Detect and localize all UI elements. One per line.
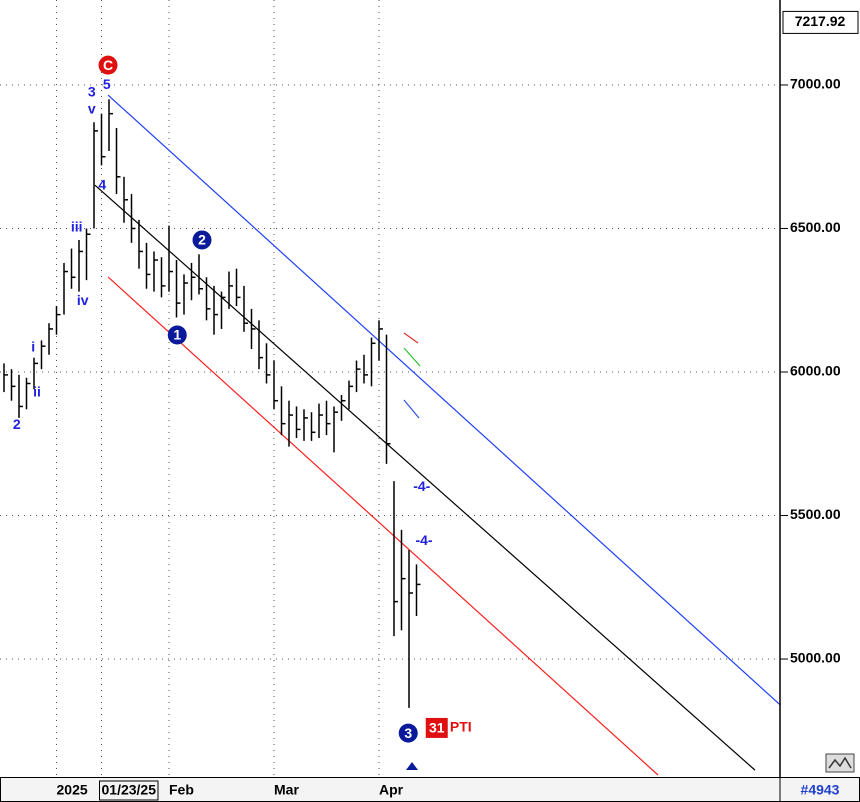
wave-marker [192, 230, 212, 250]
wave-marker [167, 325, 187, 345]
channel-line [94, 184, 756, 771]
y-tick-label: 5000.00 [790, 650, 841, 666]
y-tick-label: 6000.00 [790, 363, 841, 379]
wave-label: -4- [415, 532, 432, 548]
y-tick-label: 5500.00 [790, 506, 841, 522]
wave-label: iii [71, 219, 83, 235]
x-tick-label: 01/23/25 [102, 782, 157, 798]
cursor-date-box [99, 780, 159, 801]
wave-label: 1 [173, 327, 181, 343]
icon [825, 753, 855, 773]
decor [403, 332, 419, 344]
wave-label: iv [77, 292, 89, 308]
x-tick-label: Mar [274, 782, 299, 798]
grid [0, 0, 780, 775]
x-tick-label: Feb [169, 782, 194, 798]
wave-label: 5 [103, 76, 111, 92]
bar-count: #4943 [801, 782, 840, 798]
pti-box [425, 717, 448, 738]
wave-label: 3 [404, 725, 412, 741]
marks [403, 332, 421, 419]
last-price-label: 7217.92 [795, 13, 846, 29]
wave-marker [398, 723, 418, 743]
y-tick-label: 6500.00 [790, 219, 841, 235]
channel-line [107, 276, 659, 776]
decor [403, 399, 420, 419]
decor [403, 347, 421, 367]
wave-label: PTI [450, 719, 472, 735]
y-tick-label: 7000.00 [790, 76, 841, 92]
wave-label: 2 [198, 232, 206, 248]
wave-label: 2 [13, 416, 21, 432]
channel-line [107, 94, 781, 706]
wave-label: i [31, 339, 35, 355]
x-tick-label: Apr [379, 782, 404, 798]
wave-label: 4 [98, 177, 106, 193]
wave-label: v [88, 101, 96, 117]
arrow [406, 762, 418, 770]
y-axis: 5000.00 5500.00 6000.00 6500.00 7000.00 7217.… [57, 10, 859, 801]
wave-label: C [103, 57, 113, 73]
wave-label: -4- [413, 478, 430, 494]
wave-label: 3 [88, 84, 96, 100]
last-price-box [782, 10, 859, 34]
x-tick-label: 2025 [57, 782, 88, 798]
wave-marker [98, 55, 118, 75]
wave-label: ii [33, 384, 41, 400]
icon-glyph [828, 756, 852, 769]
pti-value: 31 [429, 720, 445, 736]
